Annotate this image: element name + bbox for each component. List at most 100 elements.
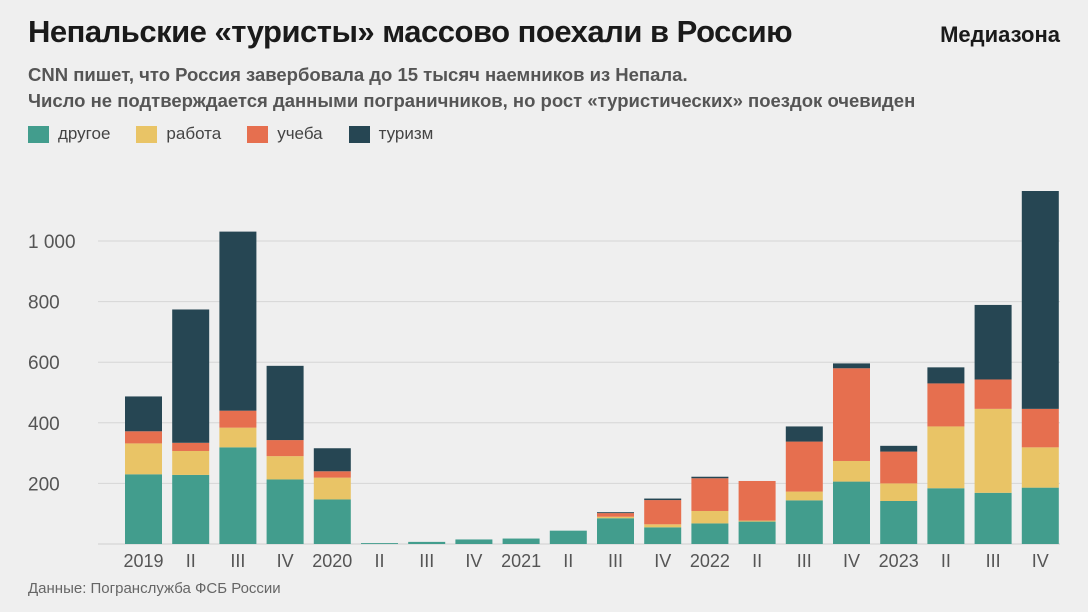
bar-segment-учеба [1021,408,1059,448]
bar-segment-другое [172,474,210,544]
x-tick-label: 2020 [312,551,352,571]
x-tick-label: II [374,551,384,571]
bar-segment-работа [172,450,210,475]
bar-segment-работа [313,477,351,500]
bar-segment-работа [125,443,162,475]
bar-segment-другое [549,530,587,544]
bar-segment-другое [785,500,823,544]
bar-segment-работа [1021,447,1059,488]
x-tick-label: 2023 [879,551,919,571]
bar-segment-работа [738,520,776,522]
x-tick-label: IV [654,551,671,571]
bar-segment-учеба [597,513,634,517]
bar-segment-туризм [880,445,918,452]
bar-segment-учеба [125,431,162,444]
legend-item-other: другое [28,124,110,144]
legend-item-study: учеба [247,124,323,144]
x-tick-label: II [941,551,951,571]
subtitle-line-2: Число не подтверждается данными погранич… [28,90,916,111]
bar-segment-другое [644,527,682,544]
bar-segment-туризм [785,426,823,442]
bar-segment-другое [313,499,351,544]
bar-segment-туризм [172,309,210,443]
x-tick-label: IV [277,551,294,571]
x-tick-label: 2022 [690,551,730,571]
bar-segment-туризм [125,396,162,432]
legend-label: учеба [277,124,323,143]
bar-segment-другое [408,541,446,544]
bar-segment-другое [502,538,540,544]
bar-segment-другое [738,521,776,544]
bar-segment-работа [785,491,823,501]
x-tick-label: III [230,551,245,571]
y-tick-label: 400 [28,414,60,435]
bar-segment-учеба [691,478,729,511]
x-tick-label: III [608,551,623,571]
bar-segment-учеба [313,471,351,478]
bar-segment-работа [597,516,634,519]
x-tick-label: III [419,551,434,571]
bar-segment-учеба [738,480,776,521]
bar-segment-учеба [974,379,1012,409]
x-tick-label: 2019 [123,551,163,571]
bar-segment-другое [266,479,304,544]
bar-segment-туризм [313,448,351,472]
chart-title: Непальские «туристы» массово поехали в Р… [28,14,793,49]
bar-segment-работа [833,460,870,482]
bar-segment-учеба [880,451,918,484]
bar-segment-работа [691,510,729,524]
bar-segment-другое [455,539,493,544]
bar-segment-туризм [833,363,870,369]
subtitle-line-1: CNN пишет, что Россия завербовала до 15 … [28,64,688,85]
x-tick-label: IV [1032,551,1049,571]
bar-segment-работа [219,427,257,448]
bar-segment-другое [880,500,918,544]
y-tick-label: 200 [28,474,60,495]
x-tick-label: 2021 [501,551,541,571]
legend: другое работа учеба туризм [28,124,433,144]
legend-swatch [136,125,158,143]
bar-segment-другое [927,488,965,544]
bar-segment-учеба [833,368,870,461]
bar-segment-работа [266,456,304,480]
bar-segment-работа [927,426,965,489]
bar-segment-работа [974,408,1012,493]
y-tick-label: 800 [28,293,60,314]
x-tick-label: II [563,551,573,571]
legend-swatch [348,125,370,143]
legend-swatch [247,125,269,143]
bar-segment-туризм [266,365,304,441]
bar-segment-туризм [219,231,257,411]
bar-segment-другое [597,518,634,544]
bar-segment-туризм [1021,191,1059,409]
legend-swatch [28,125,49,143]
bar-segment-работа [880,483,918,501]
bar-segment-учеба [219,410,257,428]
mediazona-logo: Медиазона [940,22,1060,47]
bar-segment-туризм [927,367,965,384]
x-tick-label: II [186,551,196,571]
bar-segment-другое [125,474,162,544]
source-note: Данные: Погранслужба ФСБ России [28,580,281,597]
x-tick-label: IV [843,551,860,571]
bar-segment-учеба [927,383,965,427]
x-tick-label: III [797,551,812,571]
bar-segment-другое [833,481,870,544]
legend-label: работа [166,124,222,143]
legend-label: туризм [378,124,434,143]
bar-segment-туризм [974,304,1012,380]
x-tick-label: III [986,551,1001,571]
bar-segment-другое [974,492,1012,544]
bar-segment-туризм [691,476,729,479]
bar-segment-туризм [644,498,682,501]
legend-item-work: работа [136,124,221,144]
bar-segment-учеба [266,440,304,457]
bar-segment-другое [219,447,257,544]
bar-segment-учеба [172,442,210,451]
bar-segment-другое [361,543,398,544]
bar-segment-учеба [785,441,823,492]
legend-item-tourism: туризм [348,124,434,144]
bar-segment-учеба [644,500,682,525]
bar-segment-работа [644,524,682,528]
